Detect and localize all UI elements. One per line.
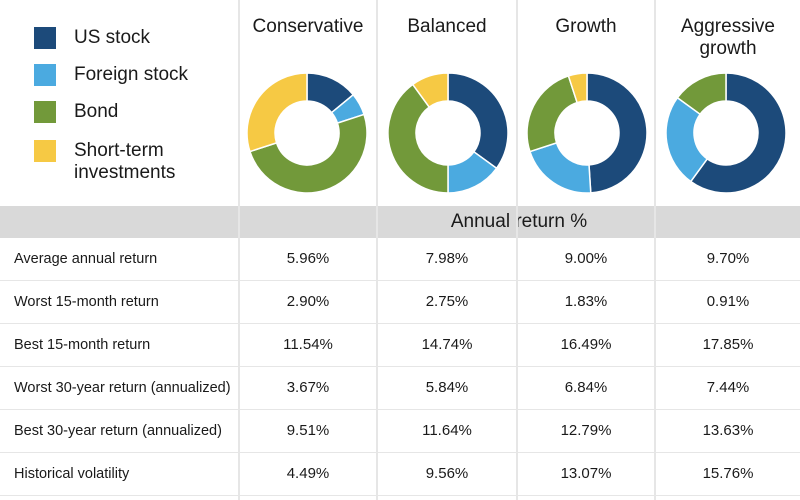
- column-title-growth-line1: Growth: [555, 16, 617, 37]
- legend-swatch-short-term: [34, 140, 56, 162]
- table-row: Best 30-year return (annualized) 9.51% 1…: [0, 410, 800, 453]
- legend-label-short-term-line1: Short-term: [74, 140, 164, 161]
- row-label: Best 30-year return (annualized): [14, 423, 222, 439]
- table-row: Historical volatility 4.49% 9.56% 13.07%…: [0, 453, 800, 496]
- table-cell: 9.56%: [425, 465, 469, 482]
- table-cell: 3.67%: [286, 379, 330, 396]
- table-cell: 11.64%: [422, 422, 472, 439]
- donut-growth: [526, 72, 648, 194]
- legend-label-foreign-stock: Foreign stock: [74, 64, 189, 85]
- table-cell: 5.96%: [286, 250, 330, 267]
- table-cell: 11.54%: [283, 336, 333, 353]
- legend-label-short-term: Short-term investments: [74, 140, 175, 184]
- table-row: Worst 30-year return (annualized) 3.67% …: [0, 367, 800, 410]
- row-label: Historical volatility: [14, 466, 130, 482]
- table-cell: 5.84%: [425, 379, 469, 396]
- column-title-aggressive-growth: Aggressive growth: [656, 16, 800, 60]
- column-growth: Growth: [518, 0, 654, 206]
- row-label: Worst 30-year return (annualized): [14, 380, 231, 396]
- legend-label-us-stock: US stock: [74, 27, 151, 48]
- column-divider: [654, 0, 656, 500]
- donut-hole: [416, 101, 480, 165]
- legend-swatch-foreign-stock: [34, 64, 56, 86]
- legend-swatch-us-stock: [34, 27, 56, 49]
- column-title-balanced-line1: Balanced: [407, 16, 487, 37]
- legend-swatch-bond: [34, 101, 56, 123]
- donut-hole: [275, 101, 339, 165]
- legend: US stock Foreign stock Bond Short-term i…: [0, 0, 238, 206]
- annual-return-band: [0, 206, 800, 238]
- table-cell: 7.44%: [706, 379, 750, 396]
- column-title-conservative-line1: Conservative: [252, 16, 364, 37]
- table-row: Best 15-month return 11.54% 14.74% 16.49…: [0, 324, 800, 367]
- table-cell: 13.63%: [702, 422, 754, 439]
- column-title-growth: Growth: [518, 16, 654, 38]
- column-divider: [516, 0, 518, 500]
- column-title-balanced: Balanced: [378, 16, 516, 38]
- table-cell: 12.79%: [560, 422, 612, 439]
- donut-aggressive-growth: [665, 72, 787, 194]
- table-cell: 6.84%: [564, 379, 608, 396]
- table-cell: 9.00%: [564, 250, 608, 267]
- table-cell: 1.83%: [564, 293, 608, 310]
- table-row: Average annual return 5.96% 7.98% 9.00% …: [0, 238, 800, 281]
- legend-label-short-term-line2: investments: [74, 162, 176, 183]
- table-cell: 14.74%: [421, 336, 473, 353]
- donut-hole: [694, 101, 758, 165]
- table-cell: 17.85%: [702, 336, 754, 353]
- donut-slice-bond: [387, 83, 449, 194]
- row-label: Worst 15-month return: [14, 294, 159, 310]
- table-cell: 2.75%: [425, 293, 469, 310]
- table-cell: 4.49%: [286, 465, 330, 482]
- table-cell: 16.49%: [560, 336, 612, 353]
- column-aggressive-growth: Aggressive growth: [656, 0, 800, 206]
- row-label: Average annual return: [14, 251, 158, 267]
- column-conservative: Conservative: [240, 0, 376, 206]
- table-cell: 15.76%: [702, 465, 754, 482]
- legend-label-bond: Bond: [74, 101, 119, 122]
- table-cell: 9.51%: [286, 422, 330, 439]
- table-cell: 0.91%: [706, 293, 750, 310]
- donut-hole: [555, 101, 619, 165]
- table-cell: 13.07%: [560, 465, 612, 482]
- annual-return-label: Annual return %: [450, 211, 588, 232]
- donut-conservative: [246, 72, 368, 194]
- table-row: Worst 15-month return 2.90% 2.75% 1.83% …: [0, 281, 800, 324]
- column-title-aggressive-growth-line1: Aggressive: [681, 16, 775, 37]
- column-balanced: Balanced: [378, 0, 516, 206]
- table-cell: 9.70%: [706, 250, 750, 267]
- donut-balanced: [387, 72, 509, 194]
- column-title-aggressive-growth-line2: growth: [699, 38, 757, 59]
- table-cell: 2.90%: [286, 293, 330, 310]
- column-divider: [376, 0, 378, 500]
- table-cell: 7.98%: [425, 250, 469, 267]
- row-label: Best 15-month return: [14, 337, 151, 353]
- column-title-conservative: Conservative: [240, 16, 376, 38]
- column-divider: [238, 0, 240, 500]
